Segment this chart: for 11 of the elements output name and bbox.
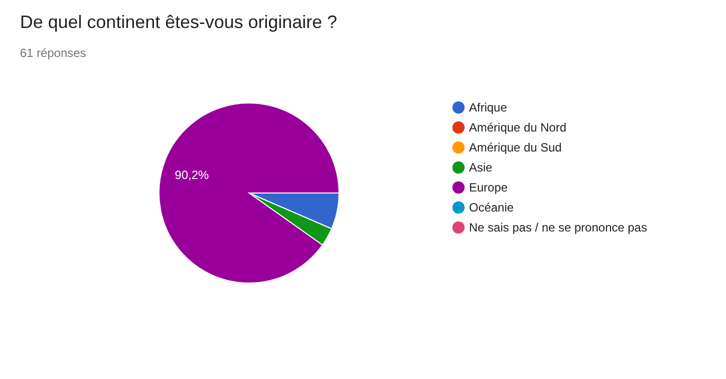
- pie-slice: [158, 102, 340, 284]
- legend-label: Amérique du Nord: [469, 120, 566, 134]
- chart-title: De quel continent êtes-vous originaire ?: [20, 12, 338, 32]
- legend-label: Amérique du Sud: [469, 140, 562, 154]
- legend-label: Afrique: [469, 100, 508, 114]
- text: 61 réponses: [20, 46, 86, 60]
- data-label: 90,2%: [174, 168, 210, 182]
- legend-label: Asie: [469, 160, 493, 174]
- legend-label: Océanie: [469, 200, 514, 214]
- legend-label: Ne sais pas / ne se prononce pas: [469, 220, 648, 234]
- legend-label: Europe: [469, 180, 508, 194]
